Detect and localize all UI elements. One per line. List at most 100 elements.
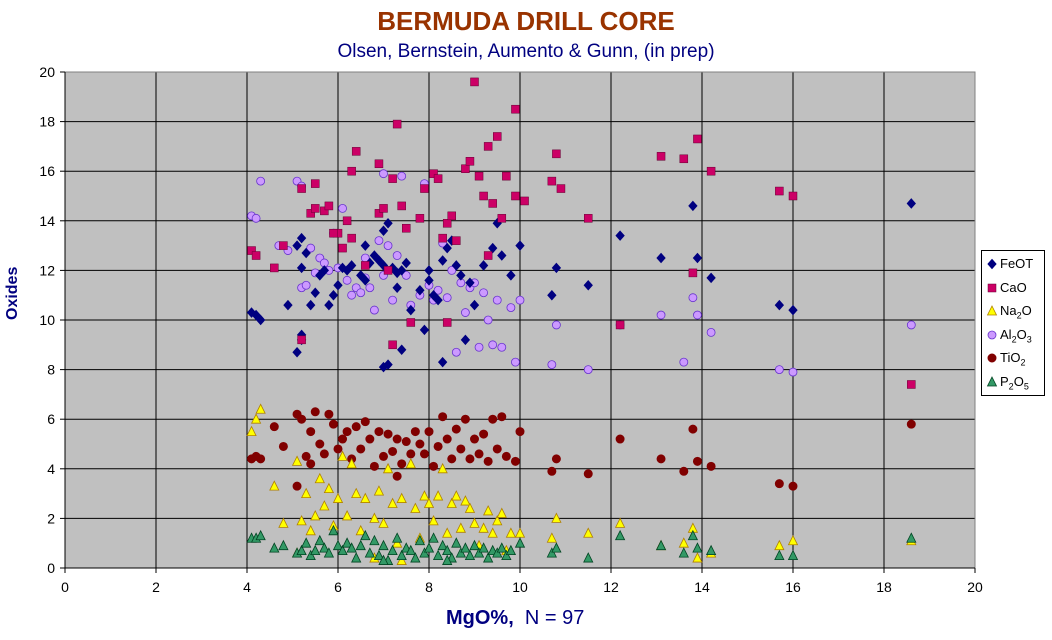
- data-point-p2o5: [583, 552, 594, 563]
- legend-label: Al2O3: [1000, 326, 1032, 345]
- data-point-al2o3: [693, 310, 702, 320]
- data-point-tio2: [774, 479, 784, 489]
- data-point-p2o5: [464, 549, 476, 560]
- data-point-tio2: [688, 424, 698, 434]
- x-tick-label: 2: [152, 579, 160, 595]
- data-point-al2o3: [788, 367, 798, 377]
- data-point-na2o: [351, 487, 362, 499]
- data-point-al2o3: [774, 365, 784, 375]
- data-point-na2o: [346, 457, 357, 469]
- data-point-p2o5: [442, 544, 453, 556]
- data-point-p2o5: [451, 537, 462, 548]
- y-axis-label: Oxides: [4, 266, 21, 320]
- data-point-tio2: [278, 441, 288, 451]
- data-point-cao: [474, 171, 484, 181]
- data-point-tio2: [583, 469, 593, 479]
- data-point-cao: [342, 216, 352, 226]
- x-tick-label: 0: [61, 579, 69, 595]
- data-point-na2o: [428, 514, 439, 526]
- data-point-tio2: [415, 439, 425, 449]
- y-tick-label: 4: [47, 461, 55, 477]
- data-point-feot: [465, 277, 475, 289]
- data-point-na2o: [614, 517, 626, 528]
- data-point-feot: [451, 260, 461, 271]
- data-point-na2o: [483, 505, 494, 516]
- data-point-feot: [401, 257, 411, 269]
- data-point-tio2: [510, 456, 520, 466]
- data-point-tio2: [360, 417, 370, 427]
- data-point-p2o5: [483, 552, 494, 563]
- data-point-feot: [324, 299, 334, 311]
- data-point-na2o: [301, 487, 312, 499]
- data-point-tio2: [679, 466, 689, 476]
- data-point-tio2: [419, 449, 429, 459]
- data-point-p2o5: [546, 547, 557, 558]
- data-point-cao: [270, 263, 279, 273]
- data-point-cao: [438, 233, 447, 243]
- y-tick-label: 6: [47, 411, 55, 427]
- data-point-na2o: [373, 485, 385, 496]
- data-point-na2o: [314, 472, 325, 484]
- data-point-tio2: [365, 434, 375, 444]
- data-point-na2o: [423, 497, 435, 508]
- data-point-feot: [406, 304, 416, 316]
- data-point-p2o5: [364, 547, 375, 558]
- data-point-tio2: [706, 461, 716, 471]
- data-point-p2o5: [678, 547, 689, 558]
- data-point-cao: [383, 266, 393, 275]
- data-point-cao: [547, 176, 557, 186]
- data-point-cao: [329, 228, 338, 238]
- data-point-tio2: [470, 434, 479, 444]
- data-point-na2o: [496, 507, 507, 518]
- data-point-feot: [469, 299, 480, 311]
- data-point-feot: [397, 344, 407, 356]
- data-point-tio2: [410, 427, 420, 437]
- data-point-feot: [497, 250, 507, 261]
- legend-item-p2o5: P2O5: [982, 373, 1044, 397]
- data-point-feot: [433, 294, 443, 306]
- data-point-tio2: [447, 454, 457, 464]
- data-point-cao: [279, 241, 288, 250]
- x-tick-label: 20: [967, 579, 983, 595]
- data-point-feot: [774, 299, 785, 311]
- data-point-tio2: [547, 466, 557, 476]
- data-point-na2o: [442, 527, 453, 538]
- y-tick-label: 8: [47, 362, 55, 378]
- legend-label: TiO2: [1000, 350, 1026, 368]
- data-point-tio2: [333, 444, 343, 454]
- data-point-tio2: [906, 419, 916, 429]
- data-point-tio2: [379, 451, 388, 461]
- legend-item-tio2: TiO2: [982, 349, 1044, 373]
- data-point-tio2: [551, 454, 561, 464]
- data-point-p2o5: [514, 537, 526, 548]
- data-point-tio2: [656, 454, 666, 464]
- data-point-tio2: [369, 461, 379, 471]
- data-point-cao: [433, 174, 443, 183]
- data-point-feot: [615, 230, 625, 241]
- data-point-cao: [483, 251, 493, 260]
- data-point-feot: [374, 255, 384, 266]
- data-point-tio2: [788, 481, 798, 491]
- data-point-feot: [378, 225, 389, 236]
- data-point-cao: [447, 211, 456, 221]
- data-point-na2o: [464, 502, 476, 513]
- data-point-cao: [488, 199, 497, 208]
- data-point-feot: [360, 275, 370, 286]
- data-point-al2o3: [656, 310, 666, 320]
- data-point-feot: [906, 198, 916, 209]
- data-point-na2o: [332, 492, 344, 503]
- data-point-na2o: [396, 554, 407, 565]
- data-point-cao: [374, 209, 384, 218]
- data-point-na2o: [405, 457, 416, 469]
- data-point-na2o: [269, 480, 280, 491]
- data-point-tio2: [497, 412, 507, 422]
- y-tick-label: 14: [39, 213, 55, 229]
- data-point-al2o3: [442, 293, 452, 303]
- data-point-na2o: [278, 517, 289, 528]
- legend-symbol: [987, 353, 997, 363]
- data-point-p2o5: [301, 537, 312, 548]
- data-point-tio2: [356, 444, 366, 454]
- data-point-p2o5: [473, 547, 485, 558]
- data-point-al2o3: [447, 265, 457, 275]
- data-point-cao: [615, 320, 625, 330]
